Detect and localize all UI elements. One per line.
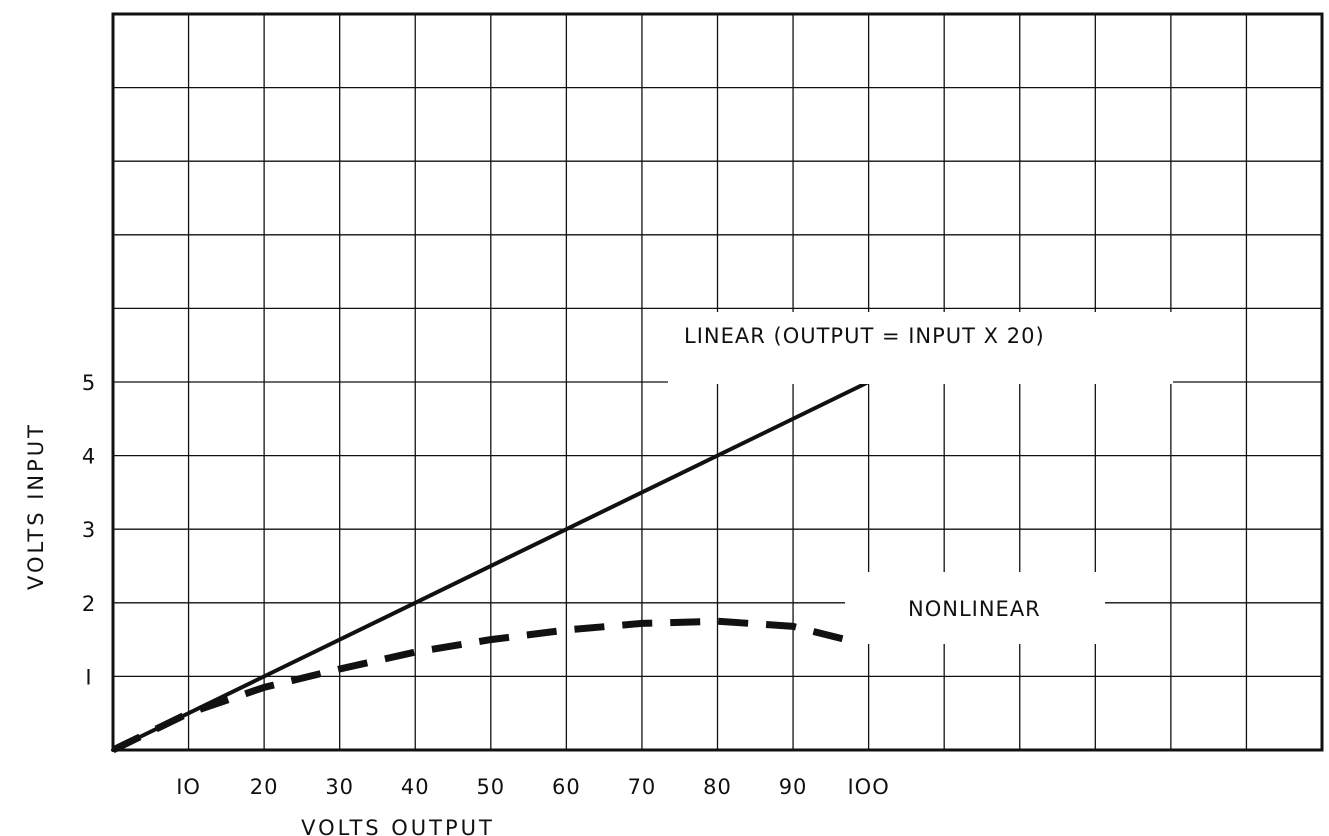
nonlinear-annotation: NONLINEAR <box>908 597 1041 621</box>
x-tick-label: 70 <box>628 775 657 799</box>
y-axis-title: VOLTS INPUT <box>24 422 48 590</box>
x-axis-title: VOLTS OUTPUT <box>301 816 495 836</box>
x-tick-label: 40 <box>401 775 430 799</box>
series-line-linear <box>111 380 871 752</box>
series-group <box>111 380 871 754</box>
x-tick-label: IOO <box>847 775 889 799</box>
x-tick-label: 20 <box>250 775 279 799</box>
series-line-nonlinear <box>111 617 847 754</box>
y-tick-label: 5 <box>82 371 96 395</box>
y-tick-label: 2 <box>82 592 96 616</box>
y-tick-label: 4 <box>82 445 96 469</box>
nonlinear-label-background <box>845 572 1105 644</box>
plot-frame <box>111 12 1324 752</box>
linear-annotation: LINEAR (OUTPUT = INPUT X 20) <box>684 324 1045 348</box>
y-tick-label: 3 <box>82 518 96 542</box>
x-tick-label: IO <box>176 775 201 799</box>
x-tick-label: 60 <box>552 775 581 799</box>
linear-label-background <box>668 312 1173 384</box>
x-tick-label: 50 <box>476 775 505 799</box>
x-tick-label: 80 <box>703 775 732 799</box>
x-tick-label: 90 <box>779 775 808 799</box>
labels-group: IO 20 30 40 50 60 70 80 90 IOO I 2 3 4 5 LINEAR (OUTPUT… <box>82 312 1173 799</box>
y-tick-label: I <box>85 665 92 689</box>
x-tick-label: 30 <box>325 775 354 799</box>
